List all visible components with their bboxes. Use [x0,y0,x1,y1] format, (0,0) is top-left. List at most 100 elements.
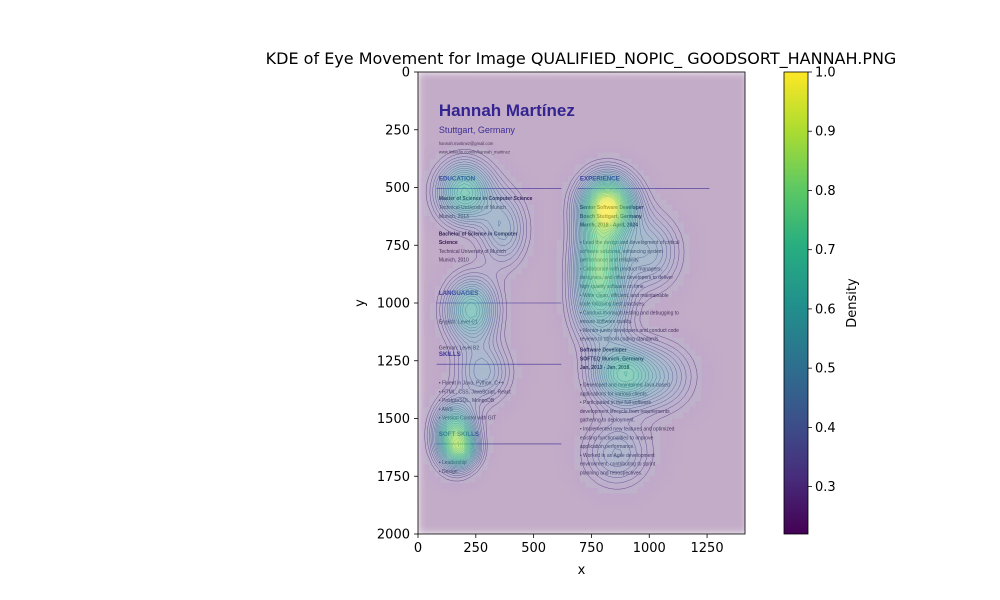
kde-cell [718,314,725,321]
kde-cell [458,129,465,136]
kde-cell [585,458,592,465]
kde-cell [481,470,488,477]
kde-cell [493,510,500,517]
kde-cell [626,435,632,442]
kde-cell [695,83,702,90]
kde-cell [458,106,465,113]
kde-cell [730,274,737,281]
kde-cell [533,510,540,517]
kde-cell [510,510,517,517]
kde-cell [493,187,500,194]
kde-cell [475,100,482,107]
kde-cell [655,274,661,281]
kde-cell [470,505,476,512]
kde-cell [435,216,442,223]
kde-contour-line [440,178,646,464]
kde-cell [475,279,482,286]
kde-cell [429,181,436,188]
kde-cell [429,308,436,315]
kde-cell [712,308,719,315]
kde-cell [533,239,540,246]
kde-cell [550,366,557,373]
kde-cell [504,476,511,483]
kde-cell [498,354,505,361]
kde-cell [655,170,661,177]
kde-cell [418,308,424,315]
kde-cell [452,187,459,194]
kde-cell [660,528,667,534]
kde-cell [643,285,650,292]
kde-cell [441,193,447,200]
kde-cell [614,522,621,529]
kde-cell [689,193,696,200]
kde-cell [487,216,494,223]
kde-cell [741,395,745,402]
kde-cell [689,343,696,350]
kde-cell [666,360,673,367]
kde-cell [637,141,644,148]
kde-cell [730,100,737,107]
kde-cell [608,106,615,113]
kde-cell [527,516,534,523]
kde-cell [649,95,656,101]
kde-cell [498,72,505,78]
kde-cell [481,522,488,529]
kde-cell [487,453,494,460]
kde-cell [452,516,459,523]
kde-cell [585,72,592,78]
kde-cell [475,291,482,298]
kde-cell [649,147,656,153]
kde-cell [631,470,638,477]
kde-cell [568,77,575,84]
kde-cell [631,285,638,292]
kde-cell [481,453,488,460]
kde-cell [527,406,534,413]
kde-cell [516,383,523,390]
kde-cell [643,406,650,413]
kde-cell [643,268,650,275]
kde-cell [545,262,552,269]
kde-cell [470,141,476,148]
kde-cell [562,83,569,90]
kde-cell [707,193,713,200]
kde-cell [597,314,604,321]
kde-cell [533,516,540,523]
kde-cell [493,493,500,500]
kde-cell [435,141,442,148]
kde-cell [522,187,528,194]
kde-cell [626,187,632,194]
kde-cell [614,516,621,523]
kde-cell [504,482,511,488]
kde-cell [464,170,471,177]
kde-cell [689,441,696,448]
kde-cell [498,112,505,119]
kde-cell [649,482,656,488]
kde-cell [620,349,627,356]
kde-cell [458,516,465,523]
kde-cell [695,412,702,419]
kde-cell [631,337,638,344]
kde-cell [643,412,650,419]
kde-cell [591,181,598,188]
kde-cell [493,418,500,425]
kde-cell [718,245,725,252]
kde-cell [441,378,447,384]
kde-cell [608,326,615,332]
kde-cell [452,245,459,252]
kde-cell [533,83,540,90]
kde-cell [475,170,482,177]
kde-cell [470,320,476,327]
kde-cell [626,482,632,488]
kde-cell [701,170,708,177]
kde-cell [556,164,563,171]
colorbar: 0.30.40.50.60.70.80.91.0 Density [783,66,860,535]
kde-cell [481,331,488,338]
kde-cell [603,418,609,425]
kde-cell [452,233,459,240]
kde-cell [452,522,459,529]
kde-cell [579,251,586,257]
kde-cell [418,314,424,321]
kde-cell [481,129,488,136]
kde-cell [481,482,488,488]
